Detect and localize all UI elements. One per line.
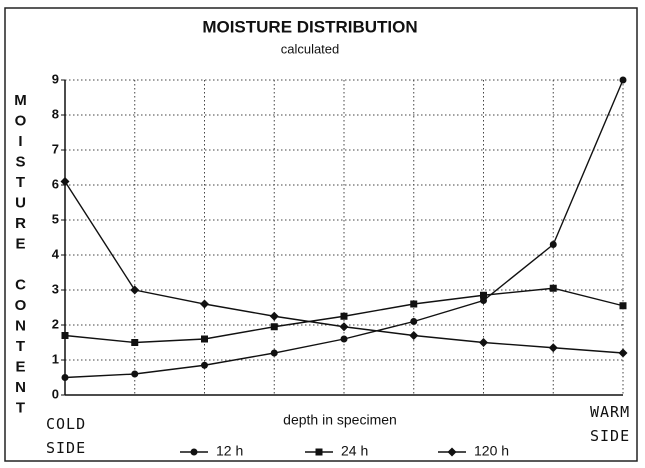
data-point [130, 285, 140, 295]
data-point [548, 343, 558, 353]
data-point [479, 338, 488, 347]
data-point [131, 339, 139, 346]
legend-marker [190, 448, 198, 456]
chart-subtitle: calculated [281, 41, 340, 56]
data-point [619, 76, 627, 84]
data-point [549, 284, 557, 292]
legend-marker [447, 447, 457, 457]
y-tick-label: 0 [52, 386, 59, 401]
data-point [410, 300, 418, 308]
data-point [61, 374, 69, 381]
data-point [340, 312, 348, 320]
data-point [201, 335, 208, 343]
data-point [410, 318, 418, 325]
frame [4, 7, 638, 462]
chart-title: MOISTURE DISTRIBUTION [202, 17, 417, 36]
data-point [549, 241, 557, 248]
y-tick-label: 9 [52, 71, 59, 86]
y-tick-label: 6 [52, 176, 59, 191]
y-tick-label: 4 [52, 246, 60, 261]
data-point [269, 311, 279, 321]
data-point [340, 335, 348, 343]
data-point [270, 349, 278, 357]
y-axis-label: MOISTURE CONTENT [12, 92, 29, 420]
data-point [409, 331, 419, 340]
y-tick-label: 2 [52, 316, 59, 331]
legend-label: 12 h [216, 443, 243, 459]
y-tick-label: 5 [52, 211, 59, 226]
x-axis-label: depth in specimen [283, 412, 397, 428]
y-tick-label: 3 [52, 281, 59, 296]
legend-label: 120 h [474, 443, 509, 459]
data-point [270, 323, 278, 331]
y-tick-label: 7 [52, 141, 59, 156]
data-point [618, 348, 628, 358]
data-point [480, 291, 487, 299]
data-point [61, 332, 69, 339]
data-point [339, 322, 349, 332]
annotation: COLD SIDE [46, 415, 87, 457]
legend-label: 24 h [341, 443, 368, 459]
data-point [619, 302, 627, 310]
data-point [60, 177, 70, 186]
y-tick-label: 8 [52, 106, 59, 121]
y-tick-label: 1 [52, 351, 59, 366]
annotation: WARM SIDE [590, 403, 631, 445]
data-point [200, 299, 209, 309]
data-point [131, 370, 139, 378]
legend-marker [315, 448, 323, 456]
data-point [201, 361, 208, 369]
